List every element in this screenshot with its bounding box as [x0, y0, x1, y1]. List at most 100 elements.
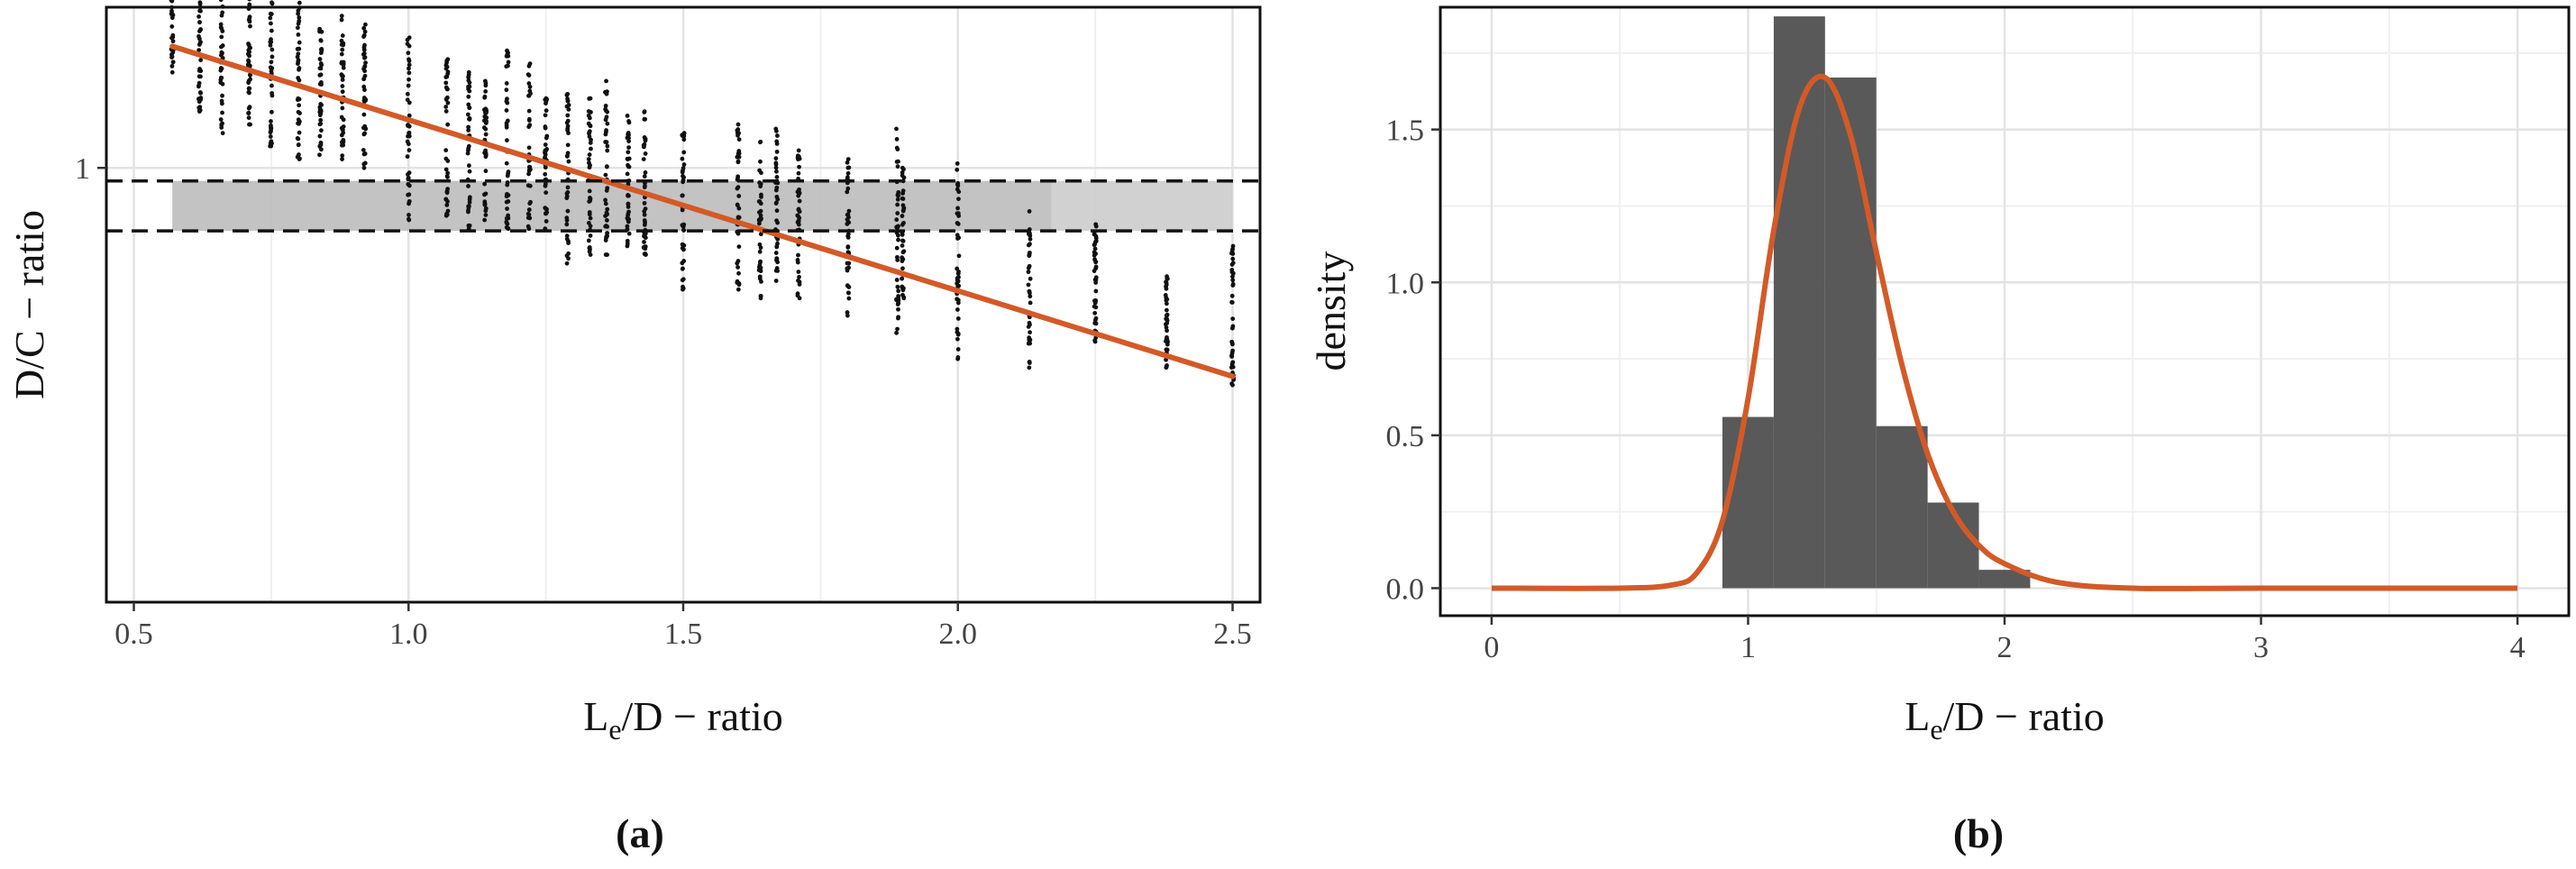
panel-a-point	[1229, 293, 1235, 298]
panel-a-point	[896, 233, 900, 238]
panel-a-point	[603, 130, 608, 134]
panel-a-point	[1163, 339, 1168, 343]
panel-a-point	[894, 330, 900, 335]
panel-a-point	[643, 151, 648, 156]
panel-a-point	[895, 284, 900, 289]
panel-a-point	[544, 101, 548, 106]
panel-a-point	[735, 122, 741, 127]
panel-a-point	[1026, 270, 1031, 275]
panel-a-point	[642, 109, 647, 114]
panel-a-point	[681, 242, 687, 248]
panel-a-point	[318, 38, 324, 43]
panel-a-point	[896, 316, 900, 321]
panel-a-point	[735, 154, 740, 160]
panel-a-point	[318, 141, 324, 145]
panel-a-point	[482, 217, 488, 223]
panel-a-point	[642, 212, 647, 217]
panel-a-point	[504, 199, 509, 205]
panel-b-x-tick-label: 2	[1997, 631, 2013, 664]
panel-a-point	[198, 58, 204, 63]
panel-a-point	[405, 139, 410, 144]
panel-a-point	[566, 159, 571, 164]
panel-a-point	[247, 86, 252, 91]
panel-a-point	[296, 32, 301, 37]
panel-a-point	[269, 12, 274, 16]
panel-a-point	[955, 271, 961, 276]
panel-a-point	[526, 108, 532, 114]
panel-a-point	[340, 74, 345, 78]
panel-a-point	[587, 129, 592, 134]
panel-a-point	[505, 182, 510, 188]
panel-a-point	[796, 170, 801, 176]
panel-a-point	[603, 201, 608, 206]
panel-a-point	[735, 203, 740, 208]
panel-a-y-ticks: 1	[75, 152, 106, 186]
panel-a-point	[197, 8, 203, 14]
panel-a-point	[295, 25, 300, 31]
panel-a-point	[245, 51, 251, 57]
panel-a-point	[466, 204, 471, 209]
panel-a-point	[1230, 278, 1236, 283]
panel-a-point	[626, 135, 631, 141]
panel-a-point	[900, 214, 905, 218]
panel-a-point	[483, 132, 489, 137]
panel-a-point	[642, 174, 647, 179]
panel-a-point	[604, 234, 609, 239]
panel-a-point	[483, 208, 489, 214]
panel-a-point	[773, 268, 779, 273]
panel-a-xlabel-rest: /D − ratio	[622, 693, 783, 739]
panel-a-point	[1164, 364, 1169, 370]
panel-b-y-ticks: 0.0 0.5 1.0 1.5	[1386, 114, 1440, 606]
panel-a-point	[774, 218, 779, 224]
panel-a-point	[625, 224, 630, 229]
panel-a-point	[773, 251, 779, 255]
panel-a-point	[565, 113, 571, 118]
panel-a-point	[1028, 276, 1033, 281]
panel-a-point	[362, 29, 368, 34]
panel-a-point	[895, 224, 900, 230]
panel-a-point	[505, 96, 509, 102]
panel-a-point	[1164, 307, 1169, 313]
panel-a-point	[361, 77, 367, 82]
panel-a-point	[955, 347, 961, 352]
panel-a-point	[896, 193, 901, 198]
panel-a-point	[525, 224, 531, 229]
panel-a-point	[565, 126, 571, 132]
panel-a-point	[1027, 253, 1032, 259]
panel-a-point	[339, 51, 344, 57]
panel-a-point	[1028, 294, 1033, 299]
panel-a-point	[735, 265, 740, 270]
panel-a-point	[896, 237, 900, 242]
panel-a-point	[758, 208, 763, 214]
panel-a-point	[1027, 209, 1032, 214]
panel-a-point	[845, 157, 851, 162]
panel-a-point	[246, 115, 251, 121]
panel-a-point	[774, 257, 780, 262]
panel-a-point	[900, 197, 906, 201]
panel-a-point	[406, 216, 411, 222]
panel-a-point	[247, 2, 252, 7]
panel-a-point	[445, 122, 451, 127]
panel-a-point	[318, 107, 324, 113]
panel-a-point	[445, 57, 451, 62]
panel-a-point	[1230, 316, 1236, 322]
panel-a-point	[1092, 252, 1097, 258]
panel-a-point	[248, 23, 252, 29]
panel-a-point	[566, 103, 571, 107]
panel-a-point	[361, 165, 367, 170]
panel-a-point	[196, 96, 201, 102]
panel-a-point	[543, 113, 548, 118]
panel-a-point	[604, 164, 609, 169]
panel-a-point	[504, 87, 509, 93]
panel-a-point	[482, 181, 488, 187]
panel-a-band-layer	[172, 180, 1233, 232]
panel-a-point	[603, 172, 608, 178]
panel-a-point	[773, 165, 779, 170]
panel-a-point	[247, 19, 252, 24]
panel-a-point	[773, 279, 779, 283]
panel-a-point	[1229, 365, 1234, 370]
panel-a-point	[757, 180, 763, 185]
panel-a-point	[296, 121, 300, 126]
panel-a-point	[483, 88, 489, 94]
panel-a-point	[1165, 313, 1170, 318]
